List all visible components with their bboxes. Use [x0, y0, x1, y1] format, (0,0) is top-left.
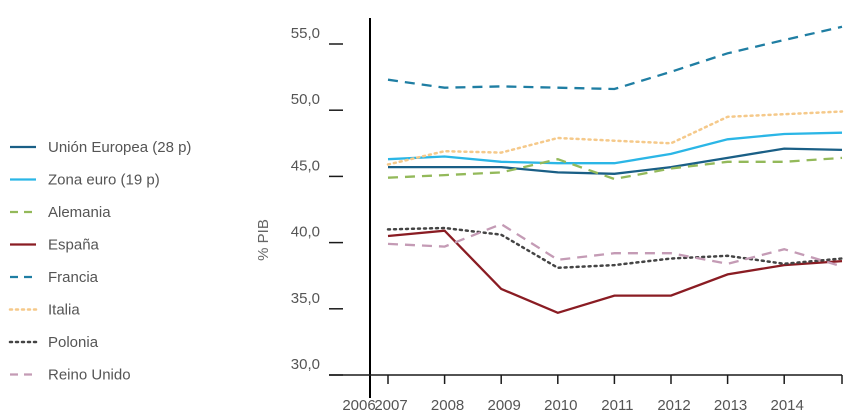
x-tick-label: 2007	[374, 397, 407, 412]
legend-item: Zona euro (19 p)	[10, 172, 160, 189]
x-tick-label: 2006	[342, 397, 375, 412]
legend-label: Zona euro (19 p)	[48, 172, 160, 189]
x-tick-label: 2011	[601, 397, 633, 412]
y-tick-label: 45,0	[291, 157, 320, 174]
x-tick-label: 2010	[544, 397, 577, 412]
legend-label: Reino Unido	[48, 367, 131, 384]
x-tick-label: 2014	[771, 397, 804, 412]
legend-label: Francia	[48, 269, 99, 286]
legend: Unión Europea (28 p) Zona euro (19 p) Alem…	[8, 139, 191, 384]
x-tick-label: 2009	[488, 397, 521, 412]
series-line-polonia	[386, 226, 844, 270]
legend-item: España	[10, 237, 100, 254]
legend-label: Polonia	[48, 334, 99, 351]
y-tick-label: 35,0	[291, 290, 320, 307]
x-tick-label: 2012	[657, 397, 690, 412]
series-line-alemania	[387, 156, 843, 181]
series-line-reino-unido	[387, 222, 843, 268]
y-tick-label: 50,0	[291, 91, 320, 108]
series-line-zona-euro-19-p-	[387, 131, 843, 165]
y-tick-label: 55,0	[291, 25, 320, 42]
legend-label: España	[48, 237, 100, 254]
y-axis-title: % PIB	[255, 219, 272, 261]
series-layer	[386, 25, 844, 315]
x-tick-label: 2008	[431, 397, 464, 412]
legend-item: Italia	[8, 302, 80, 319]
y-tick-label: 30,0	[291, 356, 320, 373]
legend-label: Italia	[48, 302, 80, 319]
series-line-italia	[386, 110, 844, 166]
legend-label: Unión Europea (28 p)	[48, 139, 191, 156]
legend-item: Alemania	[10, 204, 111, 221]
series-line-espa-a	[387, 229, 843, 315]
x-tick-label: 2013	[714, 397, 747, 412]
legend-item: Reino Unido	[10, 367, 131, 384]
legend-item: Unión Europea (28 p)	[10, 139, 191, 156]
legend-item: Francia	[10, 269, 99, 286]
legend-label: Alemania	[48, 204, 111, 221]
y-ticks: 30,0 35,0 40,0 45,0 50,0 55,0	[291, 25, 343, 376]
series-line-uni-n-europea-28-p-	[388, 147, 843, 175]
legend-item: Polonia	[8, 334, 99, 351]
y-tick-label: 40,0	[291, 224, 320, 241]
series-line-francia	[387, 25, 843, 91]
